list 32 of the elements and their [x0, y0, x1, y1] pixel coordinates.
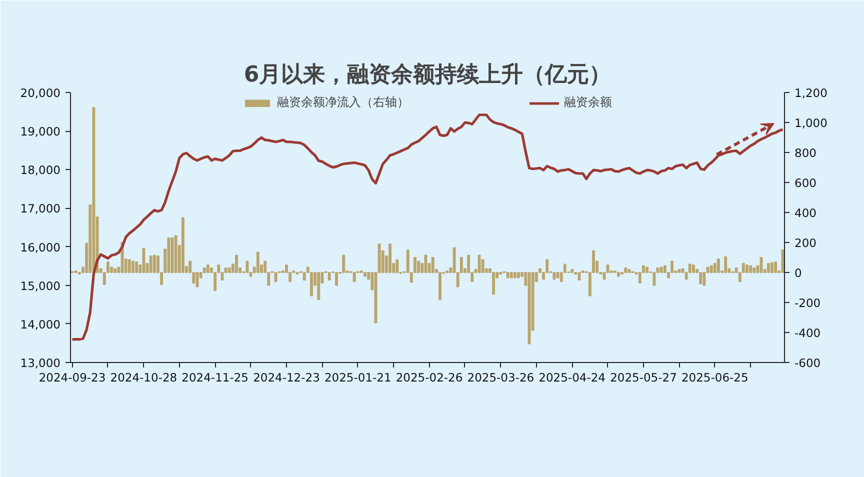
x-tick-label: 2024-09-23: [38, 370, 106, 384]
line-series: [70, 114, 784, 341]
x-tick-label: 2025-05-27: [610, 370, 677, 384]
y2-tick-label: 800: [794, 146, 816, 160]
y2-tick-label: 200: [794, 236, 816, 250]
y-tick-label: 13,000: [20, 356, 61, 370]
y-tick-label: 16,000: [20, 240, 61, 254]
y2-tick-label: 600: [794, 176, 816, 190]
x-tick-label: 2025-04-24: [538, 370, 606, 384]
y-tick-label: 17,000: [20, 202, 61, 216]
y2-tick-label: -400: [794, 326, 821, 340]
y-tick-label: 15,000: [20, 278, 61, 293]
x-tick-label: 2024-10-28: [110, 370, 178, 384]
y2-tick-label: -200: [794, 296, 821, 310]
x-tick-label: 2025-01-21: [324, 370, 392, 384]
x-tick-label: 2024-11-25: [182, 370, 249, 384]
legend-label: 融资余额: [564, 94, 612, 111]
x-tick-label: 2025-03-26: [467, 370, 534, 384]
chart-title: 6月以来，融资余额持续上升（亿元）: [244, 62, 612, 88]
y2-tick-label: 1,000: [794, 116, 828, 130]
x-tick-label: 2025-06-25: [681, 370, 748, 384]
y2-tick-label: -600: [794, 356, 821, 370]
y2-tick-label: 1,200: [794, 86, 828, 100]
x-tick-label: 2025-02-26: [396, 370, 463, 384]
x-tick-label: 2024-12-23: [253, 370, 320, 384]
y-tick-label: 14,000: [20, 317, 61, 332]
y2-tick-label: 0: [794, 266, 802, 280]
y-tick-label: 20,000: [20, 86, 61, 100]
y2-tick-label: 400: [794, 206, 816, 220]
legend-label: 融资余额净流入（右轴）: [277, 94, 409, 111]
y-tick-label: 19,000: [20, 124, 61, 139]
y-tick-label: 18,000: [20, 163, 61, 178]
